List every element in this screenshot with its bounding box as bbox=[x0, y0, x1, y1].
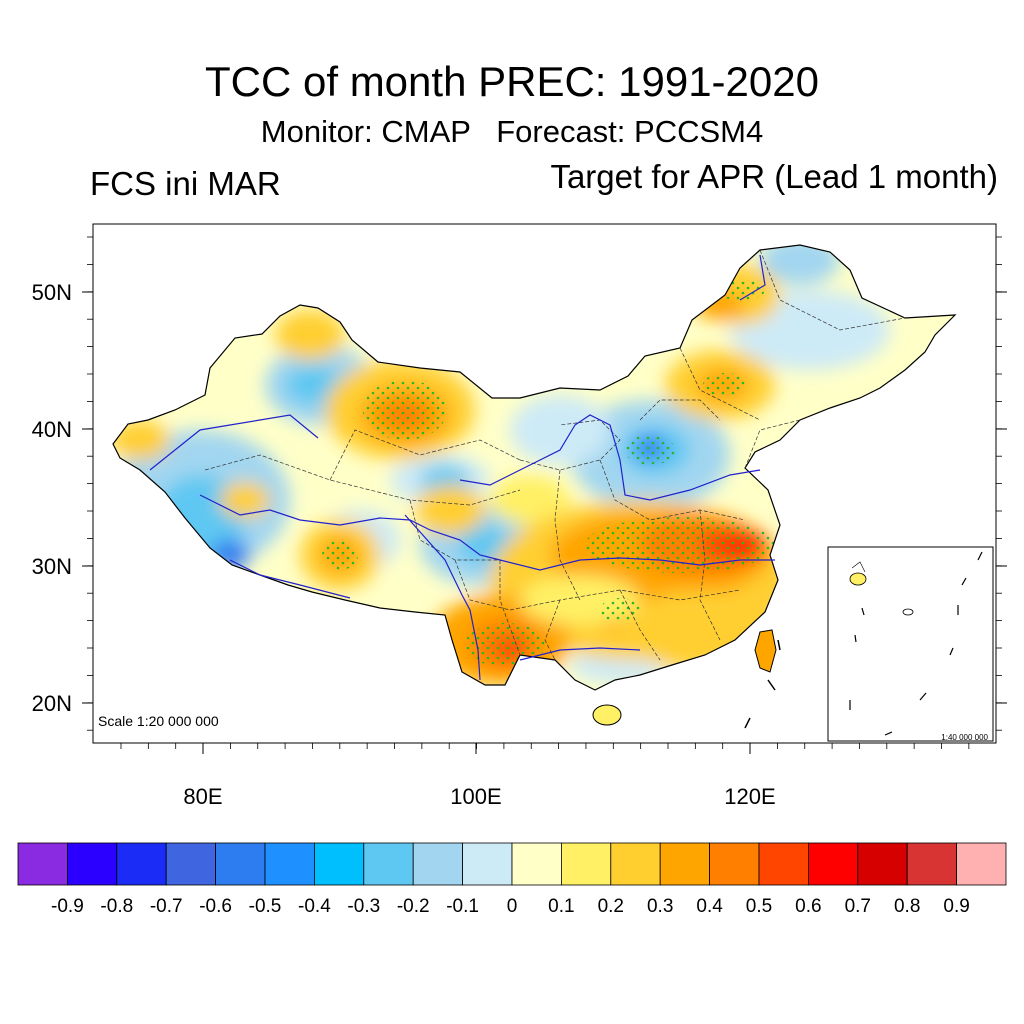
colorbar-tick-label: 0.5 bbox=[745, 896, 773, 917]
lat-label-20n: 20N bbox=[32, 691, 72, 716]
colorbar-swatch bbox=[610, 842, 661, 886]
lat-label-50n: 50N bbox=[32, 280, 72, 305]
colorbar-tick-label: 0.4 bbox=[696, 896, 723, 917]
colorbar-swatch bbox=[116, 842, 167, 886]
chart-subtitle: Monitor: CMAP Forecast: PCCSM4 bbox=[260, 114, 764, 149]
colorbar-tick-label: -0.8 bbox=[100, 896, 134, 917]
colorbar-tick-label: 0.9 bbox=[943, 896, 970, 917]
colorbar-swatch bbox=[17, 842, 68, 886]
colorbar-tick-label: -0.2 bbox=[396, 896, 430, 917]
chart-title: TCC of month PREC: 1991-2020 bbox=[205, 58, 819, 105]
inset-scale-label: 1:40 000 000 bbox=[941, 733, 988, 742]
china-border bbox=[112, 244, 957, 691]
colorbar-tick-label: -0.9 bbox=[51, 896, 84, 917]
colorbar-swatch bbox=[313, 842, 365, 886]
offshore-dashes bbox=[744, 639, 781, 729]
taiwan-island bbox=[754, 629, 777, 673]
colorbar-swatch bbox=[462, 842, 513, 886]
colorbar-swatch bbox=[264, 842, 315, 886]
colorbar-tick-label: -0.6 bbox=[199, 896, 232, 917]
colorbar-swatch bbox=[956, 842, 1007, 886]
minor-ticks bbox=[87, 236, 1002, 749]
rivers bbox=[149, 254, 775, 681]
scale-label: Scale 1:20 000 000 bbox=[98, 713, 219, 729]
colorbar-tick-label: -0.4 bbox=[298, 896, 331, 917]
target-label: Target for APR (Lead 1 month) bbox=[550, 158, 998, 195]
colorbar-swatch bbox=[561, 842, 612, 886]
lon-label-120e: 120E bbox=[724, 784, 775, 809]
colorbar-swatch bbox=[808, 842, 859, 886]
colorbar-swatch bbox=[857, 842, 908, 886]
colorbar-swatch bbox=[165, 842, 216, 886]
colorbar bbox=[17, 842, 1007, 886]
colorbar-tick-label: 0 bbox=[506, 896, 518, 917]
colorbar-swatch bbox=[215, 842, 266, 886]
colorbar-swatch bbox=[659, 842, 711, 886]
colorbar-swatch bbox=[906, 842, 958, 886]
colorbar-tick-label: -0.3 bbox=[347, 896, 381, 917]
province-boundaries bbox=[204, 249, 906, 661]
lat-label-40n: 40N bbox=[32, 417, 72, 442]
init-label: FCS ini MAR bbox=[90, 165, 281, 202]
colorbar-tick-label: 0.7 bbox=[844, 896, 872, 917]
lon-label-80e: 80E bbox=[183, 784, 222, 809]
lon-label-100e: 100E bbox=[450, 784, 501, 809]
colorbar-swatch bbox=[709, 842, 760, 886]
hainan-island bbox=[592, 704, 622, 726]
colorbar-tick-label: -0.5 bbox=[248, 896, 282, 917]
colorbar-tick-label: 0.3 bbox=[646, 896, 674, 917]
colorbar-tick-label: -0.7 bbox=[149, 896, 183, 917]
colorbar-swatch bbox=[412, 842, 464, 886]
colorbar-swatch bbox=[67, 842, 118, 886]
colorbar-swatch bbox=[363, 842, 414, 886]
colorbar-tick-label: -0.1 bbox=[446, 896, 479, 917]
colorbar-swatch bbox=[758, 842, 809, 886]
colorbar-tick-label: 0.8 bbox=[893, 896, 921, 917]
south-china-sea-inset: 1:40 000 000 bbox=[827, 546, 994, 742]
colorbar-swatch bbox=[511, 842, 562, 886]
colorbar-tick-label: 0.1 bbox=[548, 896, 575, 917]
lat-label-30n: 30N bbox=[32, 554, 72, 579]
colorbar-tick-label: 0.2 bbox=[597, 896, 625, 917]
colorbar-tick-label: 0.6 bbox=[795, 896, 822, 917]
